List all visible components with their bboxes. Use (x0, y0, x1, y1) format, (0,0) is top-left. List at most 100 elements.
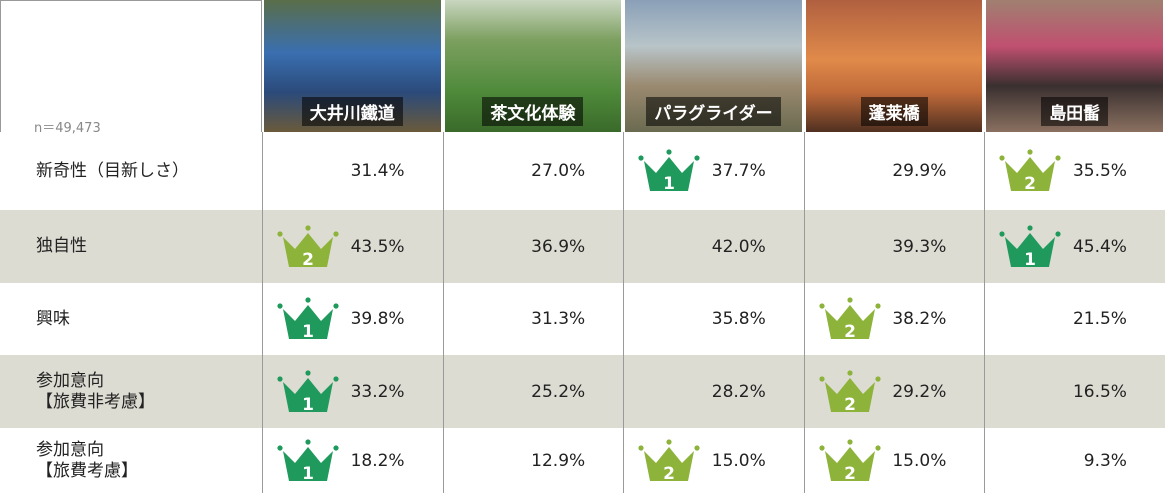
rank-crown: 1 (638, 149, 700, 194)
rank-crown: 2 (277, 224, 339, 270)
rank-number: 2 (844, 322, 856, 342)
column-header: 蓬莱橋 (805, 0, 983, 132)
rank-number: 2 (844, 395, 856, 415)
rank-number: 2 (844, 464, 856, 484)
rank-number: 1 (1024, 250, 1036, 270)
value-cell: 9.3% (984, 428, 1165, 493)
crown-dot (638, 155, 644, 161)
cell-value: 15.0% (892, 450, 947, 471)
crown-shape (1005, 232, 1056, 267)
value-cell: 36.9% (442, 210, 624, 283)
crown-shape (824, 305, 875, 339)
crown-shape (283, 377, 333, 412)
crown-dot (999, 155, 1005, 161)
row-label-line: 参加意向 (36, 370, 104, 391)
value-cell: 42.0% (623, 210, 804, 283)
corner-cell (0, 0, 262, 132)
cell-value: 29.9% (892, 161, 947, 181)
column-header: 茶文化体験 (444, 0, 622, 132)
rank-crown: 1 (277, 438, 339, 484)
crown-dot (305, 438, 311, 445)
value-cell: 27.0% (442, 132, 624, 210)
crown-dot (333, 230, 339, 237)
cell-value: 16.5% (1072, 381, 1127, 402)
rank-crown: 2 (819, 438, 881, 484)
row-label: 興味 (0, 283, 262, 355)
sample-note: n＝49,473 (34, 121, 101, 136)
value-cell: 31.3% (442, 283, 624, 355)
cell-value: 43.5% (350, 236, 405, 257)
column-header: パラグライダー (625, 0, 802, 132)
value-cell: 1 45.4% (984, 210, 1165, 283)
rank-crown: 2 (999, 149, 1061, 194)
rank-crown: 1 (277, 297, 339, 342)
rank-number: 2 (663, 464, 675, 484)
cell-value: 31.3% (531, 309, 586, 329)
rank-number: 2 (302, 250, 314, 270)
cell-value: 27.0% (531, 161, 586, 181)
value-cell: 21.5% (984, 283, 1165, 355)
cell-value: 15.0% (711, 450, 766, 471)
cell-value: 31.4% (350, 161, 405, 181)
row-label-line: 新奇性（目新しさ） (36, 160, 189, 181)
cell-value: 38.2% (892, 309, 947, 329)
crown-shape (1005, 157, 1056, 191)
row-label: 新奇性（目新しさ） (0, 132, 262, 210)
crown-dot (1055, 230, 1061, 237)
crown-dot (875, 375, 881, 382)
cell-value: 33.2% (350, 381, 405, 402)
crown-dot (875, 444, 881, 451)
crown-shape (644, 446, 695, 481)
column-title: 島田髷 (1041, 97, 1109, 126)
table-row: 新奇性（目新しさ） 31.4% 27.0% 1 37.7% 29.9% 2 35.5% (0, 132, 1165, 210)
value-cell: 2 43.5% (262, 210, 443, 283)
crown-shape (824, 377, 875, 412)
crown-shape (824, 446, 875, 481)
crown-dot (694, 155, 700, 161)
cell-value: 28.2% (711, 381, 766, 402)
crown-dot (277, 230, 283, 237)
crown-shape (644, 157, 695, 191)
value-cell: 2 15.0% (623, 428, 804, 493)
crown-dot (847, 438, 853, 445)
row-label: 参加意向 【旅費考慮】 (0, 428, 262, 493)
value-cell: 29.9% (803, 132, 985, 210)
table-row: 参加意向 【旅費非考慮】 1 33.2% 25.2% 28.2% 2 29.2% 16.5% (0, 355, 1165, 428)
cell-value: 42.0% (711, 236, 766, 257)
value-cell: 1 37.7% (623, 132, 804, 210)
cell-value: 29.2% (892, 381, 947, 402)
crown-dot (277, 303, 283, 309)
rank-crown: 2 (819, 297, 881, 342)
crown-dot (847, 369, 853, 376)
crown-dot (875, 303, 881, 309)
crown-dot (1027, 224, 1033, 231)
value-cell: 2 38.2% (803, 283, 985, 355)
crown-dot (333, 444, 339, 451)
row-label: 独自性 (0, 210, 262, 283)
rank-crown: 1 (277, 369, 339, 415)
crown-dot (819, 444, 825, 451)
crown-dot (999, 230, 1005, 237)
row-label: 参加意向 【旅費非考慮】 (0, 355, 262, 428)
crown-dot (305, 369, 311, 376)
rank-number: 1 (663, 174, 675, 194)
cell-value: 21.5% (1072, 309, 1127, 329)
crown-dot (305, 297, 311, 303)
cell-value: 12.9% (531, 450, 586, 471)
cell-value: 35.5% (1072, 161, 1127, 181)
crown-shape (283, 305, 333, 339)
value-cell: 2 35.5% (984, 132, 1165, 210)
cell-value: 9.3% (1083, 450, 1127, 471)
row-label-line: 独自性 (36, 236, 87, 256)
crown-dot (666, 438, 672, 445)
crown-dot (847, 297, 853, 303)
cell-value: 25.2% (531, 381, 586, 402)
cell-value: 36.9% (531, 236, 586, 257)
row-label-line: 【旅費考慮】 (36, 460, 138, 481)
table-row: 参加意向 【旅費考慮】 1 18.2% 12.9% 2 15.0% 2 15.0% 9.3% (0, 428, 1165, 493)
value-cell: 39.3% (803, 210, 985, 283)
row-label-line: 興味 (36, 308, 70, 329)
crown-dot (1055, 155, 1061, 161)
value-cell: 1 18.2% (262, 428, 443, 493)
